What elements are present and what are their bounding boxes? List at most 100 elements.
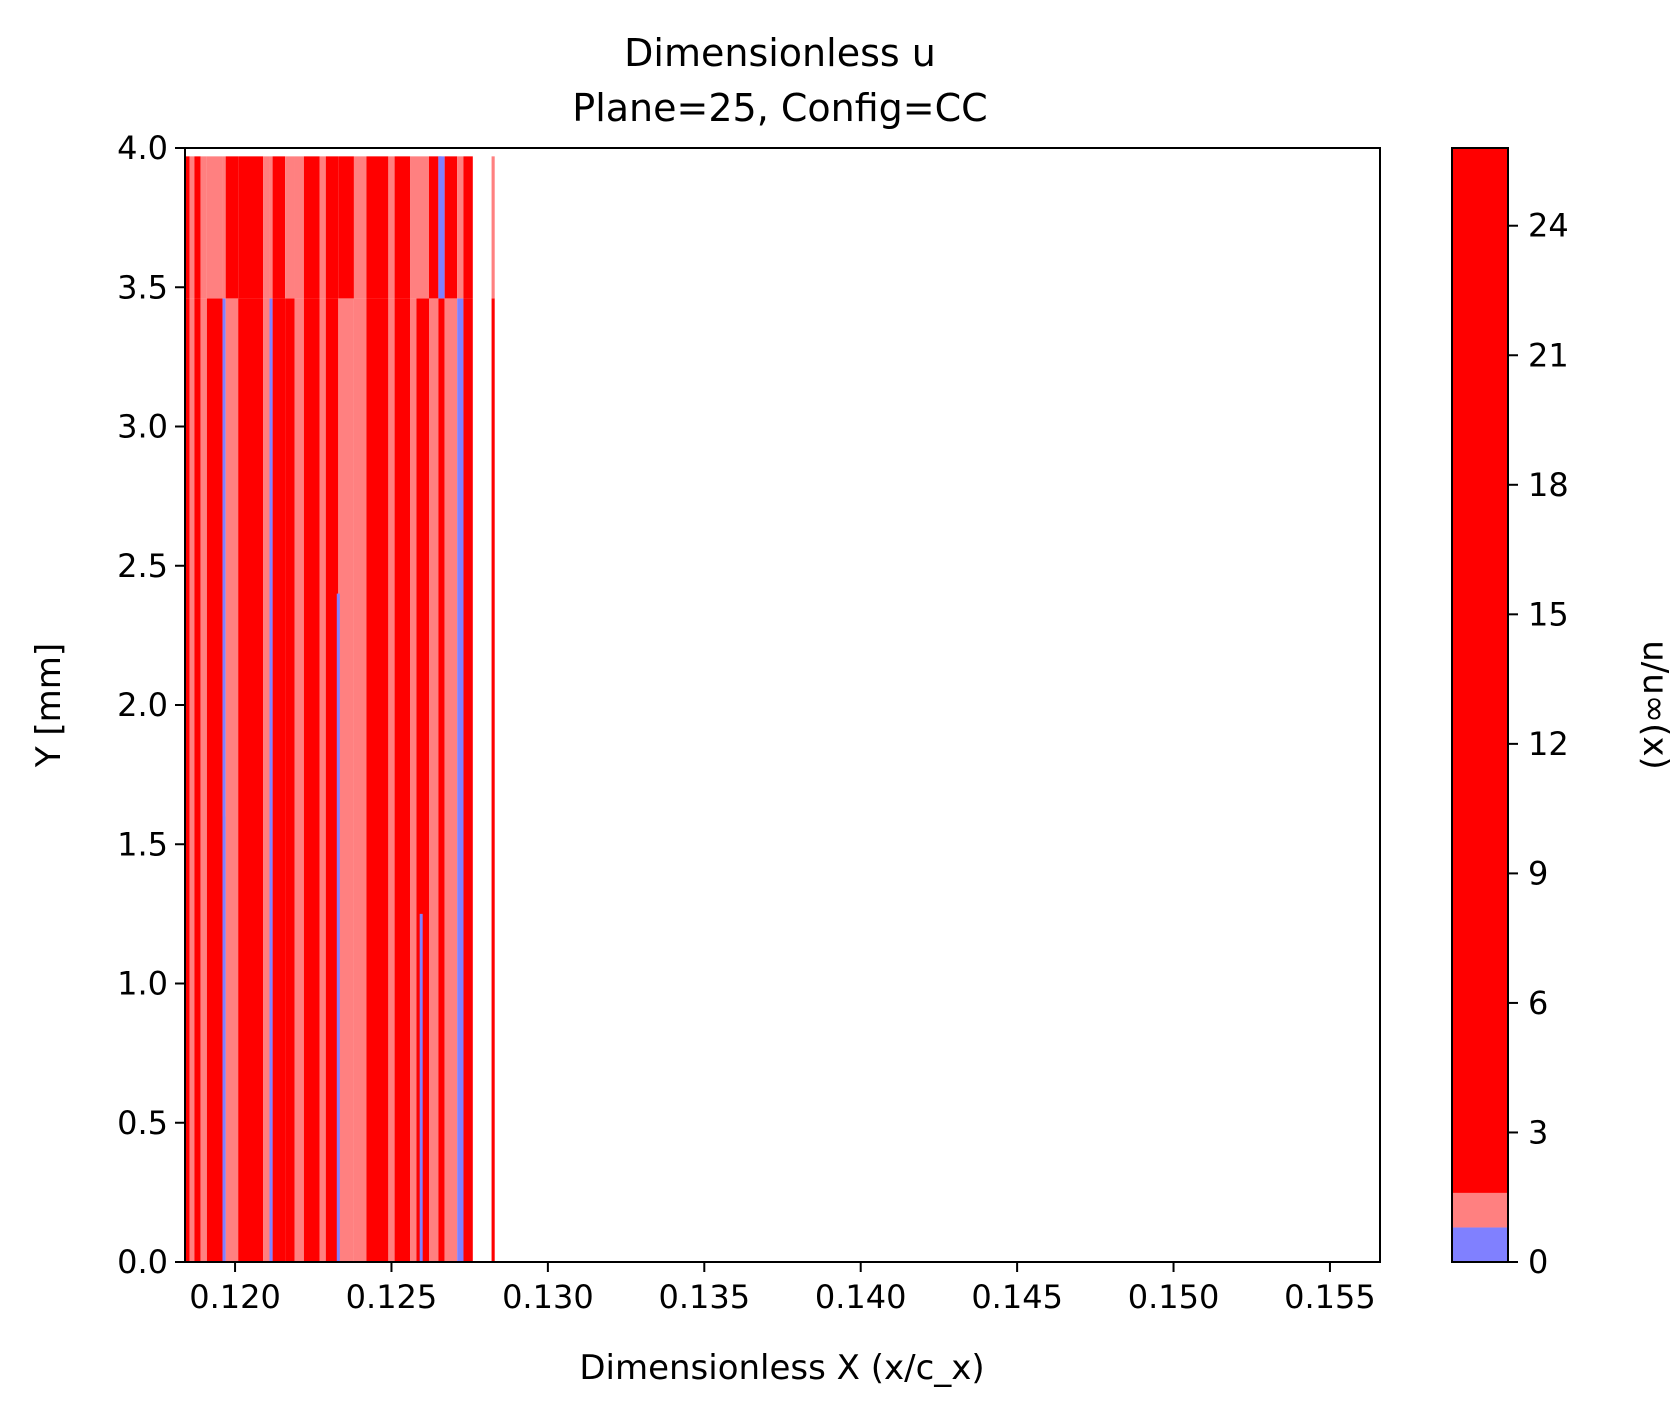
contour-column-lower xyxy=(491,298,495,1262)
y-axis-label: Y [mm] xyxy=(29,643,69,768)
contour-low-streak xyxy=(222,816,226,1262)
colorbar-tick-label: 24 xyxy=(1528,207,1569,245)
contour-column-upper xyxy=(457,156,464,299)
chart-title-line2: Plane=25, Config=CC xyxy=(572,86,987,130)
contour-column-lower xyxy=(263,298,270,1262)
contour-column-lower xyxy=(222,298,226,1262)
contour-column-upper xyxy=(388,156,395,299)
colorbar-tick-label: 9 xyxy=(1528,854,1548,892)
contour-column-lower xyxy=(272,298,286,1262)
y-tick-label: 2.0 xyxy=(117,686,168,724)
contour-column-lower xyxy=(388,298,395,1262)
contour-column-upper xyxy=(206,156,223,299)
y-tick-label: 0.0 xyxy=(117,1243,168,1281)
contour-column-upper xyxy=(325,156,339,299)
contour-column-upper xyxy=(338,156,354,299)
contour-low-streak xyxy=(336,593,340,1262)
contour-column-lower xyxy=(194,298,201,1262)
contour-low-streak xyxy=(460,412,464,1262)
x-tick-label: 0.140 xyxy=(815,1278,907,1316)
x-tick-label: 0.155 xyxy=(1284,1278,1376,1316)
contour-column-lower xyxy=(366,298,389,1262)
contour-column-lower xyxy=(189,298,195,1262)
y-tick-label: 1.5 xyxy=(117,825,168,863)
contour-fill-layer xyxy=(185,156,495,1262)
contour-column-lower xyxy=(338,298,354,1262)
contour-column-lower xyxy=(200,298,207,1262)
contour-column-upper xyxy=(416,156,430,299)
contour-column-upper xyxy=(222,156,226,299)
contour-column-lower xyxy=(444,298,458,1262)
contour-column-upper xyxy=(366,156,389,299)
contour-column-lower xyxy=(410,298,417,1262)
colorbar-tick-label: 6 xyxy=(1528,984,1548,1022)
contour-column-upper xyxy=(429,156,439,299)
x-tick-label: 0.125 xyxy=(346,1278,438,1316)
contour-column-upper xyxy=(200,156,207,299)
colorbar-tick-label: 12 xyxy=(1528,725,1569,763)
x-tick-label: 0.120 xyxy=(189,1278,281,1316)
contour-column-lower xyxy=(285,298,295,1262)
colorbar-label: u/u∞(x) xyxy=(1635,640,1675,770)
x-tick-label: 0.150 xyxy=(1128,1278,1220,1316)
contour-column-upper xyxy=(438,156,445,299)
colorbar-tick-label: 18 xyxy=(1528,466,1569,504)
contour-column-upper xyxy=(294,156,304,299)
colorbar-tick-label: 0 xyxy=(1528,1243,1548,1281)
contour-column-upper xyxy=(185,156,190,299)
contour-column-lower xyxy=(429,298,439,1262)
contour-low-streak xyxy=(419,913,423,1262)
y-tick-label: 3.5 xyxy=(117,268,168,306)
contour-column-lower xyxy=(457,298,464,1262)
contour-column-lower xyxy=(319,298,326,1262)
colorbar-level xyxy=(1452,1192,1508,1228)
y-tick-label: 1.0 xyxy=(117,965,168,1003)
contour-column-upper xyxy=(353,156,367,299)
x-axis: 0.120 0.125 0.130 0.135 0.140 0.145 0.150 0.155 xyxy=(189,1262,1376,1316)
contour-column-lower xyxy=(185,298,190,1262)
contour-column-upper xyxy=(410,156,417,299)
contour-column-upper xyxy=(394,156,411,299)
contour-column-lower xyxy=(463,298,473,1262)
contour-low-streak xyxy=(269,315,273,1262)
y-tick-label: 4.0 xyxy=(117,129,168,167)
y-tick-label: 2.5 xyxy=(117,547,168,585)
contour-column-upper xyxy=(285,156,295,299)
x-tick-label: 0.145 xyxy=(971,1278,1063,1316)
contour-column-lower xyxy=(325,298,339,1262)
contour-column-upper xyxy=(303,156,320,299)
contour-column-upper xyxy=(194,156,201,299)
contour-column-lower xyxy=(353,298,367,1262)
colorbar-tick-label: 15 xyxy=(1528,595,1569,633)
contour-column-lower xyxy=(206,298,223,1262)
contour-column-lower xyxy=(416,298,430,1262)
x-tick-label: 0.130 xyxy=(502,1278,594,1316)
contour-column-upper xyxy=(269,156,273,299)
contour-column-upper xyxy=(225,156,239,299)
colorbar: 0 3 6 9 12 15 18 21 24 xyxy=(1452,148,1569,1281)
contour-column-upper xyxy=(319,156,326,299)
contour-column-upper xyxy=(189,156,195,299)
contour-column-upper xyxy=(463,156,473,299)
colorbar-tick-label: 3 xyxy=(1528,1113,1548,1151)
colorbar-level xyxy=(1452,148,1508,1193)
contour-column-upper xyxy=(263,156,270,299)
y-tick-label: 3.0 xyxy=(117,408,168,446)
contour-column-lower xyxy=(394,298,411,1262)
contour-low-streak xyxy=(438,156,442,274)
contour-column-upper xyxy=(491,156,495,299)
colorbar-tick-label: 21 xyxy=(1528,336,1569,374)
y-tick-label: 0.5 xyxy=(117,1104,168,1142)
colorbar-level xyxy=(1452,1227,1508,1262)
y-axis: 0.0 0.5 1.0 1.5 2.0 2.5 3.0 3.5 4.0 xyxy=(117,129,185,1281)
contour-column-upper xyxy=(444,156,458,299)
contour-column-lower xyxy=(225,298,239,1262)
x-tick-label: 0.135 xyxy=(658,1278,750,1316)
contour-column-lower xyxy=(238,298,264,1262)
x-axis-label: Dimensionless X (x/c_x) xyxy=(579,1348,984,1388)
colorbar-frame xyxy=(1451,147,1509,1263)
contour-column-lower xyxy=(438,298,445,1262)
contour-column-lower xyxy=(294,298,304,1262)
plot-area xyxy=(185,156,495,1262)
